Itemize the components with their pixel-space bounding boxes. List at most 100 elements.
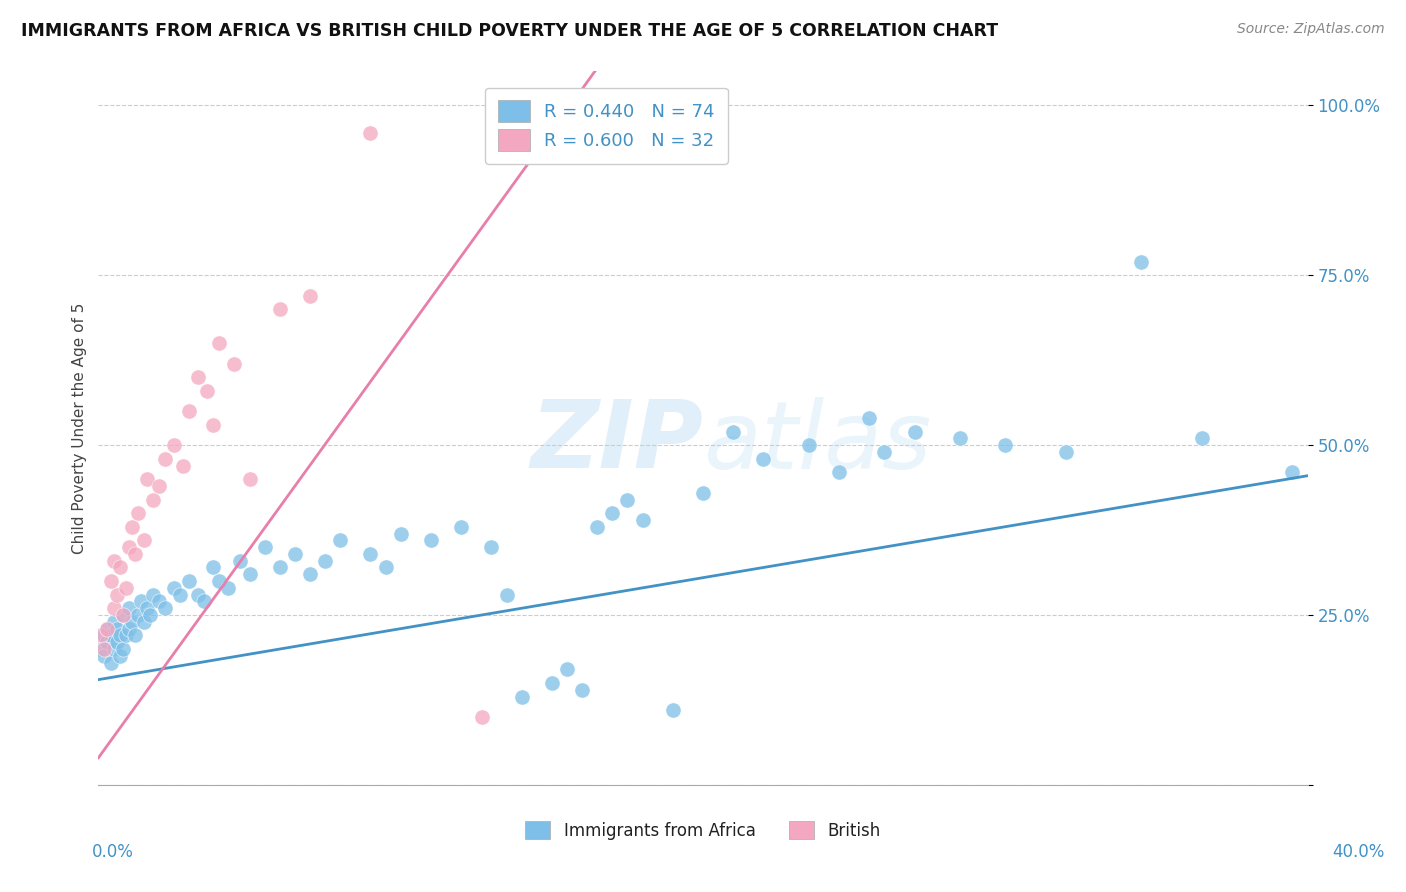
Point <box>239 567 262 582</box>
Point <box>239 472 262 486</box>
Point <box>631 513 654 527</box>
Point <box>114 628 136 642</box>
Point <box>108 628 131 642</box>
Point <box>100 628 122 642</box>
Point <box>202 560 225 574</box>
Point <box>202 417 225 432</box>
Point <box>269 560 291 574</box>
Point <box>540 676 562 690</box>
Point <box>1130 254 1153 268</box>
Point <box>329 533 352 548</box>
Point <box>163 438 186 452</box>
Text: atlas: atlas <box>703 397 931 488</box>
Point <box>105 635 128 649</box>
Point <box>187 588 209 602</box>
Point <box>100 656 122 670</box>
Point <box>299 288 322 302</box>
Point <box>100 574 122 588</box>
Text: IMMIGRANTS FROM AFRICA VS BRITISH CHILD POVERTY UNDER THE AGE OF 5 CORRELATION C: IMMIGRANTS FROM AFRICA VS BRITISH CHILD … <box>21 22 998 40</box>
Point <box>586 519 609 533</box>
Point <box>148 479 170 493</box>
Point <box>93 648 115 663</box>
Point <box>93 642 115 657</box>
Text: 0.0%: 0.0% <box>91 843 134 861</box>
Point <box>132 615 155 629</box>
Point <box>103 642 125 657</box>
Point <box>153 451 176 466</box>
Point <box>148 594 170 608</box>
Point <box>103 615 125 629</box>
Point <box>269 302 291 317</box>
Point <box>121 519 143 533</box>
Point <box>142 588 165 602</box>
Point <box>208 336 231 351</box>
Point <box>471 710 494 724</box>
Point <box>121 615 143 629</box>
Point <box>450 519 472 533</box>
Point <box>135 601 157 615</box>
Point <box>96 622 118 636</box>
Point <box>90 628 112 642</box>
Point <box>127 506 149 520</box>
Point <box>495 588 517 602</box>
Text: 40.0%: 40.0% <box>1333 843 1385 861</box>
Point <box>571 682 593 697</box>
Point <box>124 628 146 642</box>
Point <box>389 526 412 541</box>
Point <box>360 126 382 140</box>
Point <box>360 547 382 561</box>
Point <box>108 648 131 663</box>
Point <box>114 581 136 595</box>
Point <box>229 554 252 568</box>
Point <box>179 574 201 588</box>
Point <box>420 533 443 548</box>
Y-axis label: Child Poverty Under the Age of 5: Child Poverty Under the Age of 5 <box>72 302 87 554</box>
Point <box>253 540 276 554</box>
Point <box>142 492 165 507</box>
Point <box>135 472 157 486</box>
Point <box>103 554 125 568</box>
Point <box>904 425 927 439</box>
Point <box>217 581 239 595</box>
Point <box>103 601 125 615</box>
Text: Source: ZipAtlas.com: Source: ZipAtlas.com <box>1237 22 1385 37</box>
Point <box>299 567 322 582</box>
Point <box>797 438 820 452</box>
Point <box>105 622 128 636</box>
Point <box>1054 445 1077 459</box>
Point <box>1281 466 1303 480</box>
Point <box>127 608 149 623</box>
Point <box>96 635 118 649</box>
Point <box>139 608 162 623</box>
Point <box>994 438 1017 452</box>
Point <box>129 594 152 608</box>
Point <box>169 588 191 602</box>
Point <box>124 547 146 561</box>
Point <box>555 662 578 676</box>
Point <box>118 540 141 554</box>
Point <box>187 370 209 384</box>
Point <box>752 451 775 466</box>
Point <box>118 601 141 615</box>
Point <box>108 560 131 574</box>
Point <box>284 547 307 561</box>
Point <box>723 425 745 439</box>
Point <box>374 560 396 574</box>
Point <box>132 533 155 548</box>
Point <box>195 384 218 398</box>
Point <box>949 431 972 445</box>
Point <box>153 601 176 615</box>
Point <box>93 628 115 642</box>
Point <box>481 540 503 554</box>
Point <box>224 357 246 371</box>
Point <box>111 608 134 623</box>
Point <box>111 608 134 623</box>
Point <box>692 485 714 500</box>
Text: ZIP: ZIP <box>530 396 703 489</box>
Point <box>96 622 118 636</box>
Point <box>90 642 112 657</box>
Point <box>163 581 186 595</box>
Point <box>111 642 134 657</box>
Point <box>873 445 896 459</box>
Point <box>1191 431 1213 445</box>
